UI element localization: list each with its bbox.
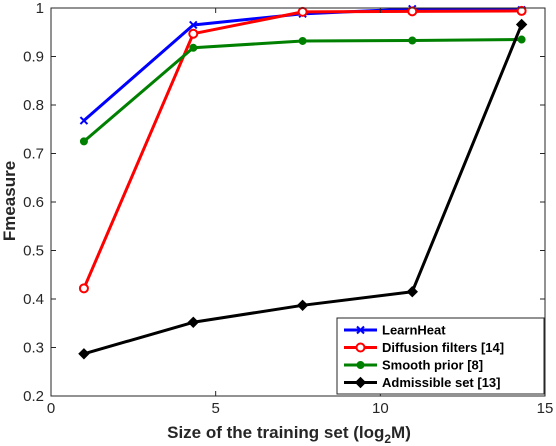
y-tick-label: 0.3: [23, 340, 44, 357]
data-point: [298, 36, 307, 45]
data-point: [187, 316, 199, 328]
data-point: [517, 35, 526, 44]
legend-label: Smooth prior [8]: [382, 358, 483, 373]
data-point: [189, 43, 198, 52]
data-point: [516, 5, 527, 16]
x-axis-label-main: Size of the training set (log: [167, 423, 384, 442]
x-tick-label: 5: [211, 400, 219, 417]
legend-swatch-marker: [356, 361, 365, 369]
series-3: [78, 18, 528, 360]
y-axis-label: Fmeasure: [0, 161, 19, 241]
legend-entry: Diffusion filters [14]: [344, 340, 504, 355]
legend-swatch-marker: [354, 376, 367, 389]
x-axis-label-subscript: 2: [384, 432, 391, 446]
legend-entry: Smooth prior [8]: [344, 358, 483, 373]
legend-label: Admissible set [13]: [382, 375, 501, 390]
legend: LearnHeat Diffusion filters [14] Smooth pr…: [336, 317, 545, 395]
data-point: [78, 283, 89, 294]
data-point: [78, 348, 90, 360]
y-tick-label: 0.5: [23, 243, 44, 260]
y-tick-label: 0.4: [23, 291, 44, 308]
marker-stroke: [79, 116, 89, 125]
y-tick-label: 0.2: [23, 388, 44, 405]
x-axis-label-tail: M): [391, 423, 411, 442]
data-point: [79, 116, 89, 125]
x-tick-label: 10: [372, 400, 389, 417]
data-point: [515, 18, 528, 31]
series-1: [78, 5, 527, 294]
data-point: [407, 6, 418, 17]
legend-swatch-marker: [355, 342, 366, 353]
y-tick-label: 0.8: [23, 97, 44, 114]
data-point: [188, 28, 199, 39]
series-2: [79, 35, 526, 146]
data-point: [408, 36, 417, 45]
y-tick-label: 0.7: [23, 146, 44, 163]
legend-label: LearnHeat: [382, 323, 446, 338]
axes-layer: 0 5 10 15 0.2 0.3 0.4 0.5 0.6 0.7 0.8 0.9 1: [23, 0, 553, 417]
x-tick-label: 0: [47, 400, 55, 417]
marker-stroke: [356, 325, 365, 335]
y-tick-label: 1: [36, 0, 44, 17]
data-point: [296, 299, 309, 312]
series-layer: [78, 4, 528, 360]
legend-label: Diffusion filters [14]: [382, 340, 504, 355]
data-point: [406, 286, 418, 298]
legend-entry: LearnHeat: [344, 323, 446, 338]
x-tick-label: 15: [537, 400, 554, 417]
y-tick-label: 0.6: [23, 194, 44, 211]
data-point: [297, 6, 308, 17]
legend-entry: Admissible set [13]: [344, 375, 501, 390]
data-point: [189, 20, 198, 30]
legend-swatch-marker: [356, 325, 365, 335]
marker-stroke: [189, 20, 198, 30]
x-axis-label: Size of the training set (log2M): [167, 423, 411, 446]
data-point: [79, 137, 88, 146]
y-tick-label: 0.9: [23, 49, 44, 66]
